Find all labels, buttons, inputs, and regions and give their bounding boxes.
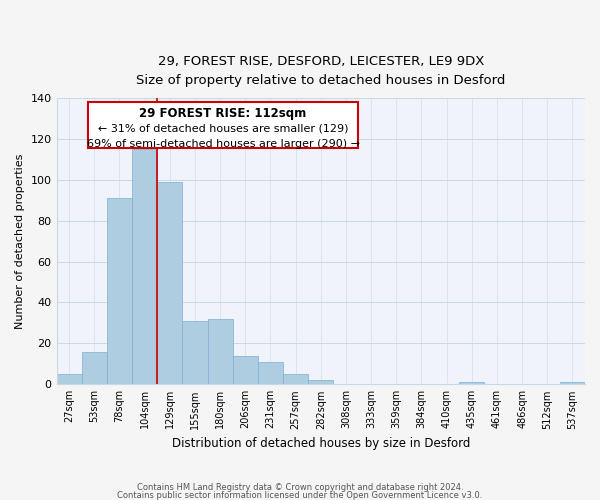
Text: Contains public sector information licensed under the Open Government Licence v3: Contains public sector information licen… <box>118 490 482 500</box>
Bar <box>107 198 132 384</box>
Y-axis label: Number of detached properties: Number of detached properties <box>15 154 25 329</box>
Bar <box>132 149 157 384</box>
Bar <box>82 352 107 384</box>
Bar <box>56 374 82 384</box>
Title: 29, FOREST RISE, DESFORD, LEICESTER, LE9 9DX
Size of property relative to detach: 29, FOREST RISE, DESFORD, LEICESTER, LE9… <box>136 55 505 87</box>
Bar <box>258 362 283 384</box>
X-axis label: Distribution of detached houses by size in Desford: Distribution of detached houses by size … <box>172 437 470 450</box>
Bar <box>308 380 334 384</box>
Bar <box>283 374 308 384</box>
Bar <box>208 319 233 384</box>
Bar <box>157 182 182 384</box>
Text: 29 FOREST RISE: 112sqm: 29 FOREST RISE: 112sqm <box>139 108 307 120</box>
Bar <box>233 356 258 384</box>
Bar <box>459 382 484 384</box>
Bar <box>182 321 208 384</box>
Text: 69% of semi-detached houses are larger (290) →: 69% of semi-detached houses are larger (… <box>86 140 359 149</box>
Bar <box>560 382 585 384</box>
FancyBboxPatch shape <box>88 102 358 148</box>
Text: ← 31% of detached houses are smaller (129): ← 31% of detached houses are smaller (12… <box>98 124 348 134</box>
Text: Contains HM Land Registry data © Crown copyright and database right 2024.: Contains HM Land Registry data © Crown c… <box>137 484 463 492</box>
